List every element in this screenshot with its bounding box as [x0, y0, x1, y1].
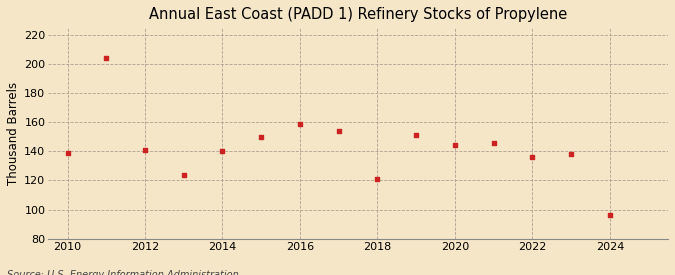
Point — [488, 140, 499, 145]
Point — [333, 129, 344, 133]
Point — [566, 152, 576, 156]
Point — [62, 150, 73, 155]
Title: Annual East Coast (PADD 1) Refinery Stocks of Propylene: Annual East Coast (PADD 1) Refinery Stoc… — [149, 7, 567, 22]
Point — [256, 134, 267, 139]
Point — [450, 143, 460, 148]
Point — [101, 56, 111, 60]
Point — [605, 213, 616, 218]
Y-axis label: Thousand Barrels: Thousand Barrels — [7, 81, 20, 185]
Point — [372, 177, 383, 181]
Point — [178, 172, 189, 177]
Point — [217, 149, 228, 153]
Point — [527, 155, 538, 159]
Point — [294, 121, 305, 126]
Text: Source: U.S. Energy Information Administration: Source: U.S. Energy Information Administ… — [7, 271, 238, 275]
Point — [140, 148, 151, 152]
Point — [411, 133, 422, 138]
